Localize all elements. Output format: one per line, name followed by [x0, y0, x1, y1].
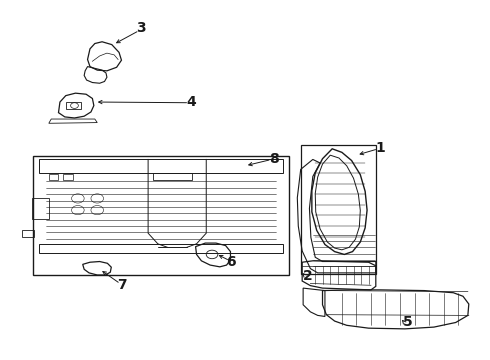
Text: 6: 6 [226, 255, 235, 269]
Text: 3: 3 [136, 21, 146, 35]
Text: 8: 8 [269, 152, 279, 166]
Text: 4: 4 [187, 95, 196, 109]
Text: 7: 7 [117, 278, 126, 292]
Text: 1: 1 [376, 141, 386, 155]
Text: 2: 2 [303, 269, 313, 283]
Text: 5: 5 [402, 315, 412, 329]
